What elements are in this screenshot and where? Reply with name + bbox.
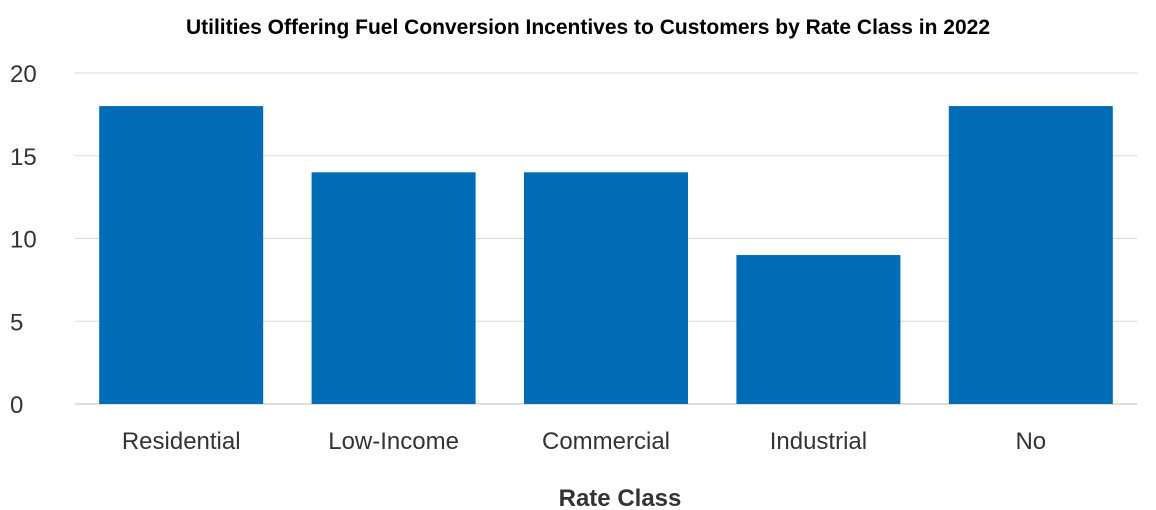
x-axis-title: Rate Class xyxy=(559,485,682,510)
x-tick-label: No xyxy=(1015,428,1046,455)
bar-commercial xyxy=(524,172,688,404)
y-tick-label: 5 xyxy=(10,309,23,336)
bar-low-income xyxy=(311,172,476,404)
x-axis-ticks: Residential Low-Income Commercial Industria… xyxy=(122,428,1046,455)
y-tick-label: 20 xyxy=(10,61,37,88)
x-tick-label: Low-Income xyxy=(328,428,459,455)
y-axis-ticks: 0 5 10 15 20 xyxy=(10,61,37,419)
x-tick-label: Industrial xyxy=(770,428,867,455)
y-tick-label: 0 xyxy=(10,392,23,419)
chart-title: Utilities Offering Fuel Conversion Incen… xyxy=(186,16,990,39)
bar-industrial xyxy=(736,255,901,404)
bar-no xyxy=(948,106,1113,404)
x-tick-label: Commercial xyxy=(542,428,670,455)
y-tick-label: 15 xyxy=(10,144,37,171)
bar-residential xyxy=(99,106,264,404)
y-tick-label: 10 xyxy=(10,227,37,254)
x-tick-label: Residential xyxy=(122,428,241,455)
bars xyxy=(99,106,1113,404)
